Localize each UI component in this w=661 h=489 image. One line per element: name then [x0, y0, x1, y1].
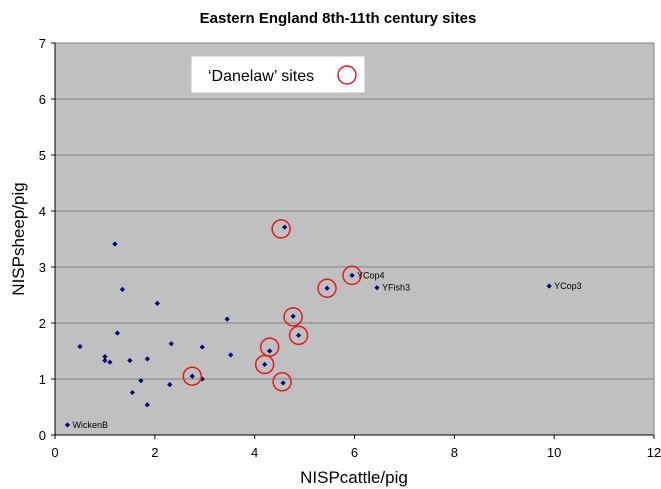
- chart-title: Eastern England 8th-11th century sites: [200, 10, 477, 27]
- data-point: [349, 272, 355, 278]
- data-point: [262, 361, 268, 368]
- plot-area: [54, 42, 655, 436]
- y-tick-label: 1: [39, 372, 46, 387]
- point-label: WickenB: [72, 420, 108, 430]
- danelaw-circle: [342, 265, 362, 286]
- point-labels: WickenB YCop4 YFish3 YCop3: [72, 270, 581, 430]
- danelaw-circle: [272, 372, 292, 392]
- data-point: [546, 283, 552, 289]
- danelaw-circle: [288, 325, 309, 346]
- data-point: [144, 402, 150, 408]
- danelaw-highlights: [182, 219, 362, 392]
- data-point: [189, 373, 195, 379]
- y-tick-label: 2: [39, 316, 46, 331]
- legend: ‘Danelaw’ sites: [191, 56, 365, 93]
- legend-label: ‘Danelaw’ sites: [208, 68, 314, 85]
- data-point: [114, 330, 120, 336]
- data-point: [282, 224, 288, 230]
- data-point: [127, 357, 133, 364]
- point-label: YFish3: [382, 283, 410, 293]
- danelaw-circle: [283, 307, 303, 327]
- data-point: [224, 316, 230, 322]
- x-tick-label: 12: [647, 445, 661, 460]
- data-point: [168, 341, 174, 347]
- data-point: [295, 332, 302, 338]
- data-point: [129, 389, 135, 396]
- y-tick-label: 6: [39, 92, 46, 107]
- x-tick-label: 2: [151, 445, 158, 460]
- data-point: [199, 344, 205, 350]
- data-point: [64, 422, 71, 428]
- danelaw-circle: [271, 219, 291, 239]
- y-tick-label: 3: [39, 260, 46, 275]
- y-tick-label: 5: [39, 148, 46, 163]
- data-point: [267, 348, 273, 354]
- danelaw-circle: [182, 366, 203, 386]
- danelaw-circle: [259, 337, 280, 357]
- data-point: [374, 285, 380, 291]
- point-label: YCop3: [554, 281, 582, 291]
- data-point: [107, 359, 113, 365]
- y-axis-title: NISPsheep/pig: [9, 182, 28, 295]
- danelaw-circle: [317, 278, 337, 299]
- data-point: [102, 357, 108, 364]
- data-point: [102, 354, 108, 360]
- data-point: [228, 352, 234, 358]
- data-point: [119, 286, 125, 292]
- y-tick-label: 4: [39, 204, 46, 219]
- data-point: [144, 356, 150, 362]
- legend-circle-marker: [337, 65, 357, 85]
- x-tick-label: 6: [351, 445, 358, 460]
- data-point: [154, 300, 160, 306]
- x-tick-label: 4: [251, 445, 258, 460]
- point-label: YCop4: [357, 270, 385, 280]
- data-point: [280, 380, 286, 386]
- x-axis-title: NISPcattle/pig: [300, 468, 408, 487]
- data-point: [324, 285, 330, 291]
- x-tick-label: 8: [451, 445, 458, 460]
- y-tick-label: 0: [39, 428, 46, 443]
- data-point: [138, 378, 144, 384]
- legend-box: [191, 56, 365, 93]
- x-tick-label: 10: [547, 445, 561, 460]
- x-tick-label: 0: [51, 445, 58, 460]
- data-point: [290, 313, 296, 319]
- y-tick-label: 7: [39, 36, 46, 51]
- data-point: [77, 343, 83, 350]
- data-point: [112, 241, 118, 247]
- data-point: [167, 382, 173, 388]
